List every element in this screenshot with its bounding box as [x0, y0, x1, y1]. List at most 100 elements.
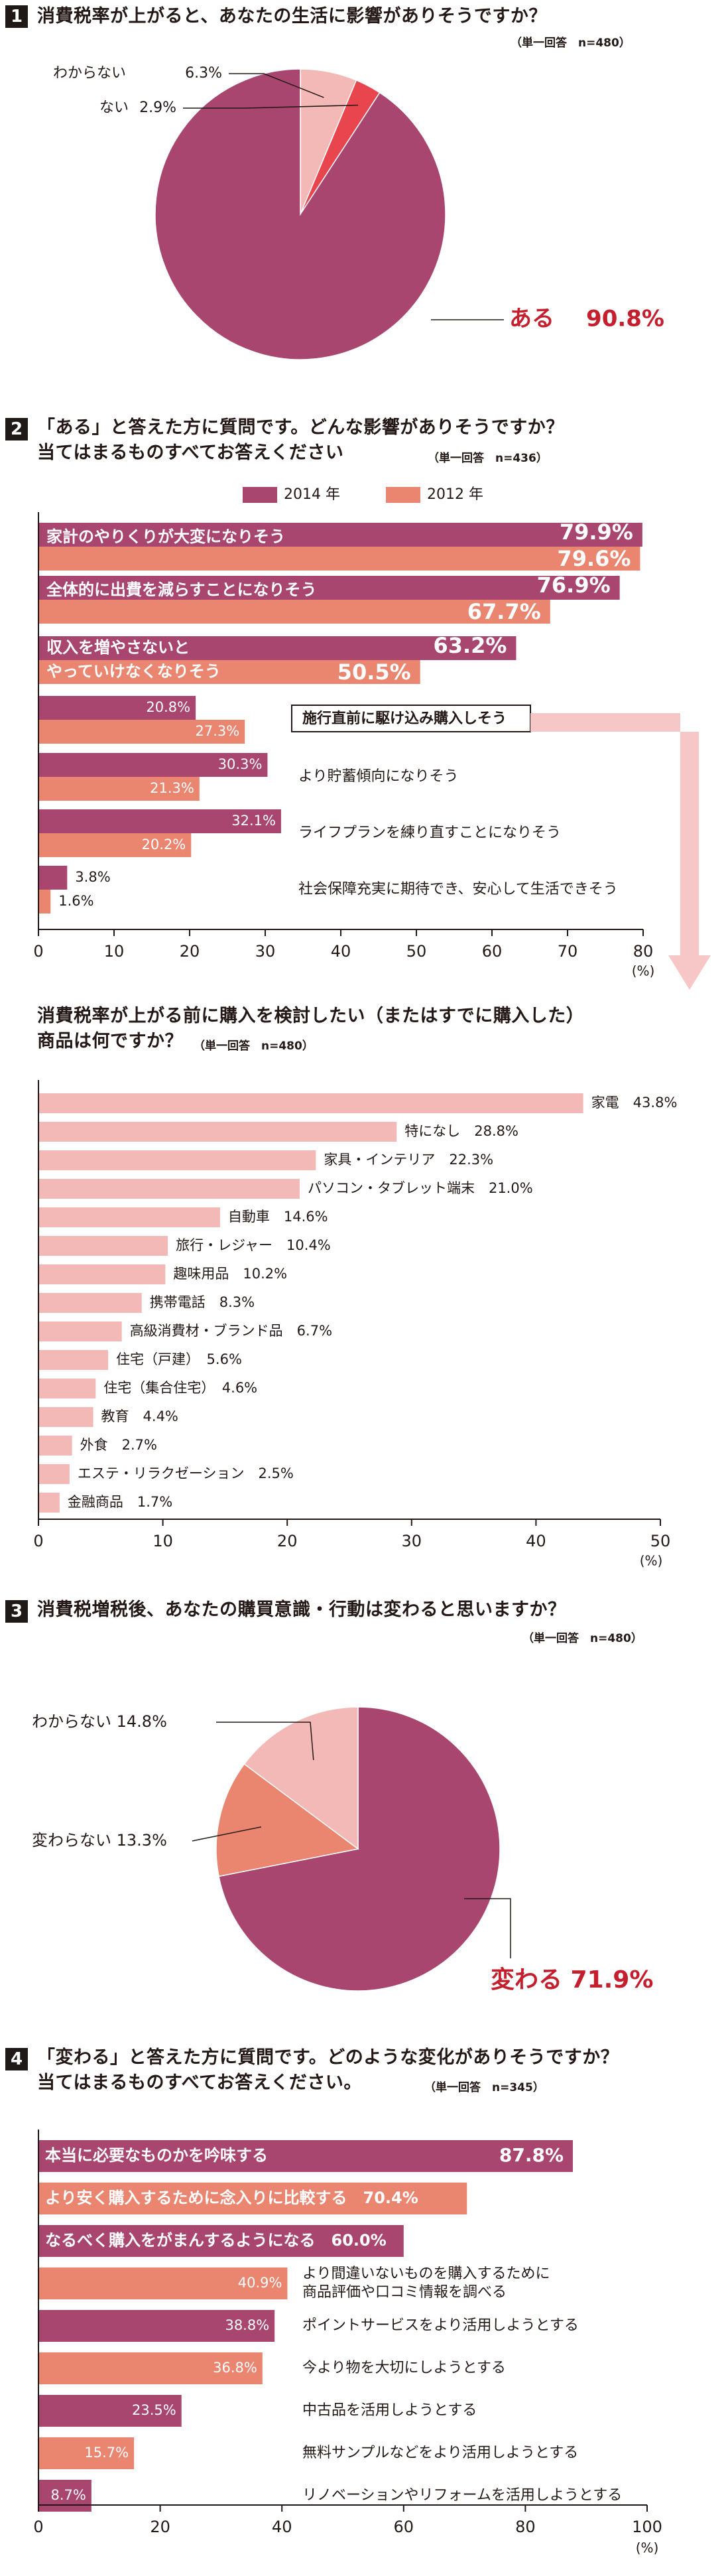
bar-2014	[38, 636, 516, 660]
category-label: 本当に必要なものかを吟味する	[45, 2146, 268, 2165]
pie-value: 6.3%	[185, 65, 222, 82]
category-label: ライフプランを練り直すことになりそう	[298, 825, 561, 841]
category-label: 収入を増やさないとやっていけなくなりそう	[46, 638, 221, 681]
category-value-label: 家具・インテリア 22.3%	[324, 1152, 493, 1168]
category-value-label: 趣味用品 10.2%	[173, 1266, 287, 1282]
category-label: 家計のやりくりが大変になりそう	[46, 527, 285, 546]
category-value-label: 住宅（集合住宅） 4.6%	[103, 1380, 257, 1396]
category-value-label: 自動車 14.6%	[228, 1209, 328, 1225]
question-number: 2	[5, 418, 28, 441]
value-label: 40.9%	[238, 2275, 282, 2291]
x-tick-label: 70	[558, 942, 578, 961]
value-label-2014: 79.9%	[560, 519, 633, 545]
question-title: 「変わる」と答えた方に質問です。どのような変化がありそうですか？	[37, 2047, 619, 2068]
value-label-2012: 20.2%	[142, 837, 186, 852]
category-label: より安く購入するために念入りに比較する 70.4%	[45, 2189, 418, 2207]
question-subtitle: 商品は何ですか？	[37, 1031, 183, 1051]
legend-swatch-2014	[243, 487, 277, 503]
bar	[38, 1207, 220, 1227]
bar	[38, 2310, 275, 2342]
bar	[38, 1407, 93, 1427]
pie-label: 変わらない 13.3%	[32, 1831, 167, 1850]
value-label-2014: 30.3%	[218, 756, 263, 772]
bar	[38, 1464, 70, 1484]
value-label: 38.8%	[225, 2317, 269, 2333]
bar-2014	[38, 576, 620, 600]
category-label: リノベーションやリフォームを活用しようとする	[302, 2487, 622, 2504]
category-value-label: 教育 4.4%	[101, 1408, 178, 1424]
bar	[38, 1436, 72, 1456]
bar-2014	[38, 696, 196, 720]
bar-2014	[38, 866, 68, 890]
x-tick-label: 20	[150, 2518, 170, 2536]
x-tick-label: 80	[515, 2518, 536, 2536]
leader-line	[216, 1722, 314, 1761]
question-title: 消費税率が上がる前に購入を検討したい（またはすでに購入した）	[37, 1006, 585, 1026]
pie-slice	[154, 68, 446, 360]
bar	[38, 2352, 263, 2384]
leader-line	[464, 1898, 511, 1958]
axis-unit: (%)	[640, 1553, 663, 1569]
bar	[38, 1122, 397, 1142]
bar-2012	[38, 720, 245, 744]
bar	[38, 1350, 109, 1370]
x-tick-label: 80	[633, 942, 654, 961]
pie-label: ある	[509, 306, 554, 332]
x-tick-label: 20	[277, 1532, 298, 1550]
bar	[38, 2395, 182, 2427]
x-tick-label: 40	[526, 1532, 546, 1550]
value-label-2012: 79.6%	[557, 546, 631, 571]
category-value-label: 住宅（戸建） 5.6%	[116, 1351, 242, 1367]
category-label: 中古品を活用しようとする	[302, 2402, 477, 2419]
x-tick-label: 0	[33, 942, 43, 961]
bar	[38, 1493, 60, 1513]
category-label: 施行直前に駆け込み購入しそう	[302, 710, 507, 727]
bar-2014	[38, 753, 268, 777]
question-title: 「ある」と答えた方に質問です。どんな影響がありそうですか？	[37, 417, 564, 438]
pie-slice	[218, 1706, 501, 1992]
x-tick-label: 10	[152, 1532, 173, 1550]
value-label: 23.5%	[132, 2402, 176, 2418]
question-number: 4	[5, 2048, 28, 2070]
value-label: 36.8%	[213, 2360, 257, 2376]
bar	[38, 1093, 583, 1113]
question-subtitle: 当てはまるものすべてお答えください。	[37, 2072, 362, 2093]
axis-unit: (%)	[632, 963, 655, 979]
category-value-label: 金融商品 1.7%	[68, 1494, 172, 1510]
value-label: 8.7%	[51, 2487, 86, 2503]
connector-arrow	[530, 713, 711, 990]
category-label: 今より物を大切にしようとする	[302, 2360, 506, 2376]
pie-label: 変わる 71.9%	[491, 1966, 653, 1994]
x-tick-label: 60	[482, 942, 503, 961]
legend-swatch-2012	[386, 487, 420, 503]
bar-2014	[38, 523, 642, 547]
bar-2014	[38, 809, 281, 833]
category-value-label: パソコン・タブレット端末 21.0%	[308, 1180, 533, 1196]
x-tick-label: 50	[650, 1532, 671, 1550]
bar-2012	[38, 547, 640, 571]
value-label-2012: 21.3%	[150, 780, 194, 796]
x-tick-label: 100	[632, 2518, 662, 2536]
bar	[38, 2437, 135, 2469]
category-label: 無料サンプルなどをより活用しようとする	[302, 2445, 578, 2461]
category-value-label: 外食 2.7%	[80, 1437, 157, 1453]
value-label-2014: 3.8%	[75, 869, 110, 885]
legend-label-2014: 2014 年	[284, 486, 340, 503]
x-tick-label: 0	[33, 2518, 43, 2536]
x-tick-label: 50	[406, 942, 427, 961]
category-label: より貯蓄傾向になりそう	[298, 768, 459, 785]
category-label: ポイントサービスをより活用しようとする	[302, 2317, 579, 2334]
leader-line	[192, 1826, 262, 1842]
value-label: 15.7%	[84, 2445, 129, 2461]
response-meta: （単一回答 n=480）	[511, 36, 631, 50]
question-number: 1	[5, 5, 28, 28]
category-value-label: 旅行・レジャー 10.4%	[176, 1237, 331, 1253]
pie-slice	[215, 1763, 359, 1877]
category-label: より間違いないものを購入するために商品評価や口コミ情報を調べる	[302, 2266, 550, 2301]
value-label-2014: 20.8%	[146, 699, 190, 715]
bar-2012	[38, 660, 420, 684]
bar-2012	[38, 600, 550, 624]
pie-value: 2.9%	[139, 100, 176, 116]
x-tick-label: 40	[331, 942, 351, 961]
